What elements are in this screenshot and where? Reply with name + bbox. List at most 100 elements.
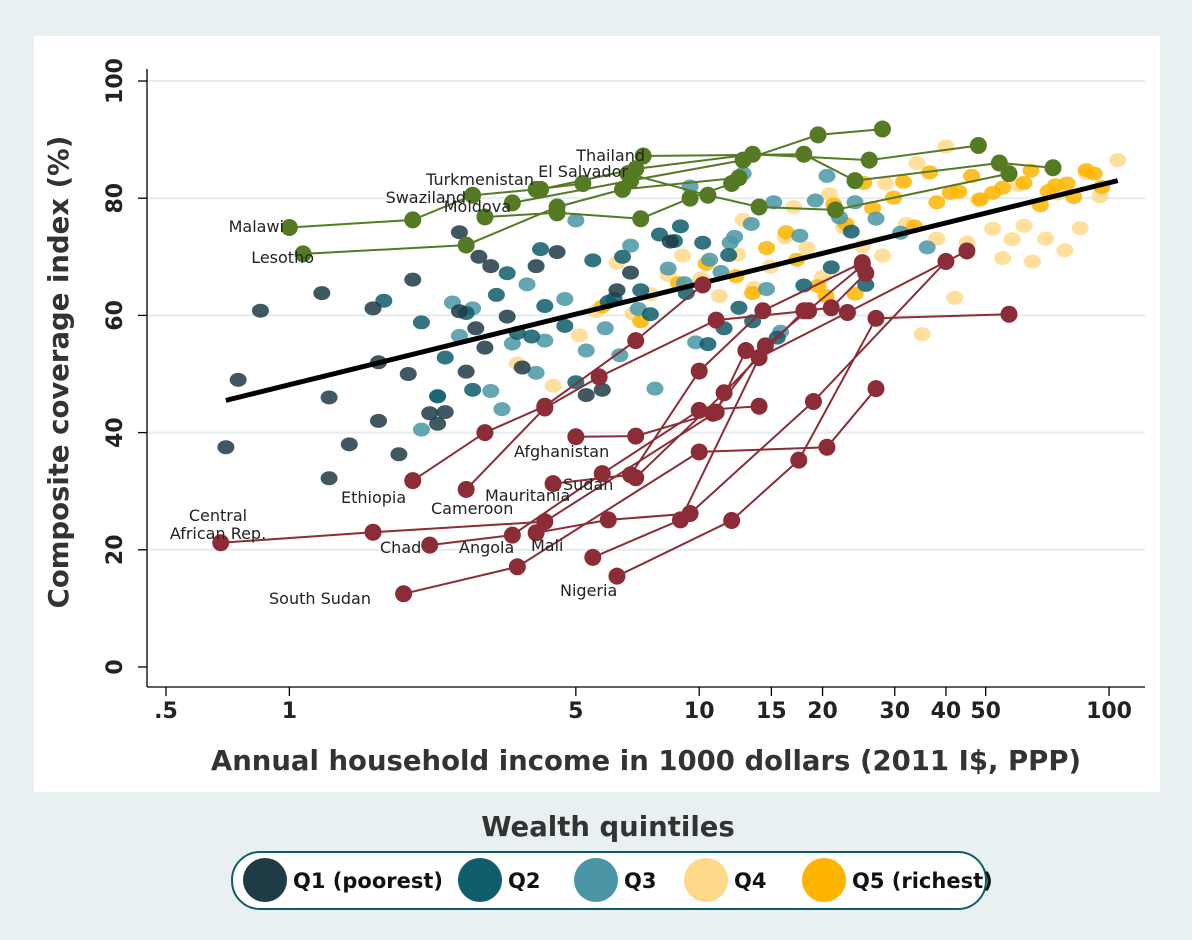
point-thailand-1 (795, 145, 813, 163)
point-q4-30 (1071, 221, 1089, 236)
point-q2-4 (464, 382, 482, 397)
point-q2-20 (429, 389, 447, 404)
point-q1-2 (251, 303, 269, 318)
point-nigeria-2 (790, 451, 808, 469)
point-q1-0 (217, 440, 235, 455)
point-q4-35 (821, 187, 839, 202)
point-q4-28 (1037, 231, 1055, 246)
point-q1-14 (436, 405, 454, 420)
point-q1-18 (470, 249, 488, 264)
point-q2-9 (556, 318, 574, 333)
point-swaziland-0 (476, 208, 494, 226)
trend-layer (225, 178, 1119, 403)
legend-swatch-q4 (684, 858, 728, 902)
point-q5-22 (777, 225, 795, 240)
label-sudan: Sudan (563, 475, 613, 494)
point-q5-16 (1015, 175, 1033, 190)
label-el-salvador: El Salvador (538, 162, 628, 181)
point-q1-11 (399, 367, 417, 381)
point-q4-2 (570, 328, 588, 343)
point-q1-9 (370, 413, 388, 428)
point-afghanistan-1 (627, 427, 645, 445)
point-el-salvador-2 (750, 198, 768, 216)
point-ethiopia-3 (627, 332, 645, 350)
point-q2-28 (720, 248, 738, 263)
point-q4-23 (946, 290, 964, 305)
point-q1-30 (513, 360, 531, 375)
point-q1-17 (457, 364, 475, 379)
point-mali-3 (838, 303, 856, 321)
legend-swatch-q3 (574, 858, 618, 902)
point-q3-26 (818, 168, 836, 183)
point-q5-9 (864, 201, 882, 216)
point-q1-3 (313, 286, 331, 301)
point-q4-43 (994, 250, 1012, 265)
point-mali-0 (584, 548, 602, 566)
x-tick-label-8: 50 (970, 699, 1001, 724)
point-q4-19 (873, 248, 891, 263)
point-q2-6 (498, 266, 516, 281)
point-q3-18 (701, 252, 719, 267)
point-swaziland-3 (681, 189, 699, 207)
label-ethiopia: Ethiopia (341, 488, 406, 507)
point-q5-25 (894, 174, 912, 189)
label-cameroon: Cameroon (431, 499, 513, 518)
point-q3-25 (806, 193, 824, 208)
point-q3-6 (503, 336, 521, 351)
point-angola-3 (804, 393, 822, 411)
point-el-salvador-3 (826, 201, 844, 219)
y-tick-label-40: 40 (103, 417, 128, 448)
legend-label-q5: Q5 (richest) (852, 869, 993, 893)
legend-label-q1: Q1 (poorest) (293, 869, 443, 893)
x-tick-label-2: 5 (568, 699, 583, 724)
point-q1-13 (429, 416, 447, 431)
point-q3-4 (482, 383, 500, 398)
point-q1-6 (340, 437, 358, 452)
point-q1-1 (229, 372, 247, 387)
point-q4-34 (785, 199, 803, 214)
point-q4-21 (913, 327, 931, 342)
point-thailand-4 (1044, 159, 1062, 177)
point-q3-33 (622, 238, 640, 253)
point-q5-30 (1022, 163, 1040, 178)
point-q4-1 (544, 378, 562, 393)
point-sudan-2 (795, 302, 813, 320)
point-ethiopia-4 (694, 276, 712, 294)
point-moldova-0 (503, 194, 521, 212)
point-q5-32 (1058, 176, 1076, 191)
point-q1-19 (476, 340, 494, 355)
label-swaziland: Swaziland (386, 188, 466, 207)
point-cameroon-2 (590, 368, 608, 386)
point-q5-5 (758, 241, 776, 256)
point-q1-22 (527, 259, 545, 274)
country-points (212, 120, 1062, 603)
point-malawi-1 (404, 211, 422, 229)
point-q3-12 (611, 348, 629, 363)
point-q1-24 (577, 388, 595, 403)
point-q3-29 (867, 211, 885, 226)
point-q2-33 (842, 224, 860, 239)
point-q2-26 (671, 219, 689, 234)
point-q5-29 (984, 185, 1002, 200)
point-q1-15 (450, 225, 468, 240)
point-sudan-0 (627, 469, 645, 487)
x-tick-label-4: 15 (756, 699, 787, 724)
label-chad: Chad (380, 538, 421, 557)
label-mali: Mali (531, 536, 564, 555)
point-malawi-0 (280, 219, 298, 236)
point-ethiopia-1 (476, 424, 494, 442)
point-afghanistan-2 (704, 404, 722, 422)
y-tick-label-80: 80 (103, 183, 128, 214)
x-tick-label-0: .5 (154, 699, 178, 724)
point-turkmenistan-2 (744, 145, 762, 163)
point-q1-10 (390, 447, 408, 462)
point-chad-0 (421, 536, 439, 554)
point-central-african-rep-1 (364, 523, 382, 541)
y-tick-label-60: 60 (103, 300, 128, 331)
label-south-sudan: South Sudan (269, 589, 371, 608)
point-q2-2 (436, 350, 454, 365)
point-q4-27 (1023, 254, 1041, 269)
x-tick-label-6: 30 (879, 699, 910, 724)
